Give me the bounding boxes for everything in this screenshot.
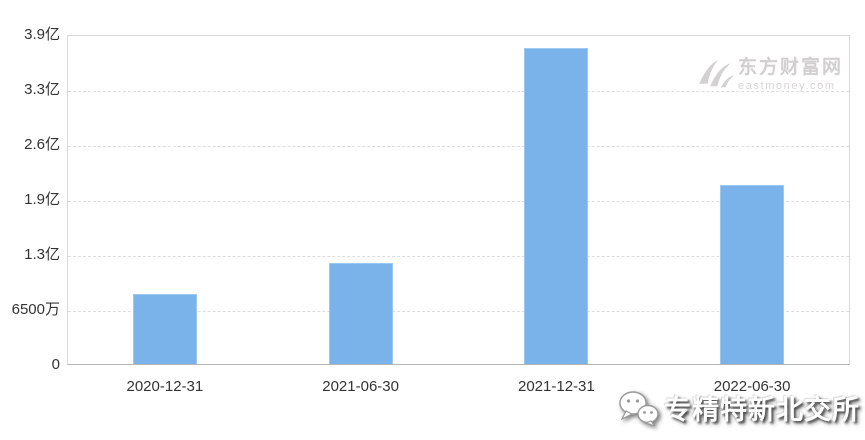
x-tick-label: 2021-12-31 xyxy=(518,378,595,395)
gridline xyxy=(68,256,849,257)
x-tick-label: 2020-12-31 xyxy=(126,378,204,395)
y-tick-label: 3.3亿 xyxy=(24,81,60,98)
y-tick-label: 0 xyxy=(51,356,60,373)
overlay-account-name: 专精特新北交所 xyxy=(664,395,860,425)
gridline xyxy=(68,311,849,312)
gridline xyxy=(68,201,849,202)
plot-area xyxy=(67,35,850,365)
gridline xyxy=(68,91,849,92)
y-tick-label: 6500万 xyxy=(11,301,60,318)
y-tick-label: 2.6亿 xyxy=(24,136,60,153)
wechat-icon xyxy=(619,390,659,426)
bar-2022-06-30[interactable] xyxy=(720,184,785,364)
wechat-account-overlay: 专精特新北交所 xyxy=(618,388,860,427)
y-tick-label: 1.3亿 xyxy=(24,246,60,263)
bar-2021-06-30[interactable] xyxy=(328,263,393,364)
y-axis: 0 6500万 1.3亿 1.9亿 2.6亿 3.3亿 3.9亿 xyxy=(0,26,60,375)
x-tick-label: 2021-06-30 xyxy=(322,378,399,395)
x-axis: 2020-12-31 2021-06-30 2021-12-31 2022-06-30 xyxy=(67,378,850,400)
x-tick-label: 2022-06-30 xyxy=(713,378,791,395)
gridline xyxy=(68,146,849,147)
bar-2021-12-31[interactable] xyxy=(524,48,589,364)
y-tick-label: 1.9亿 xyxy=(24,191,60,208)
bar-2020-12-31[interactable] xyxy=(132,293,197,364)
y-tick-label: 3.9亿 xyxy=(24,26,60,43)
